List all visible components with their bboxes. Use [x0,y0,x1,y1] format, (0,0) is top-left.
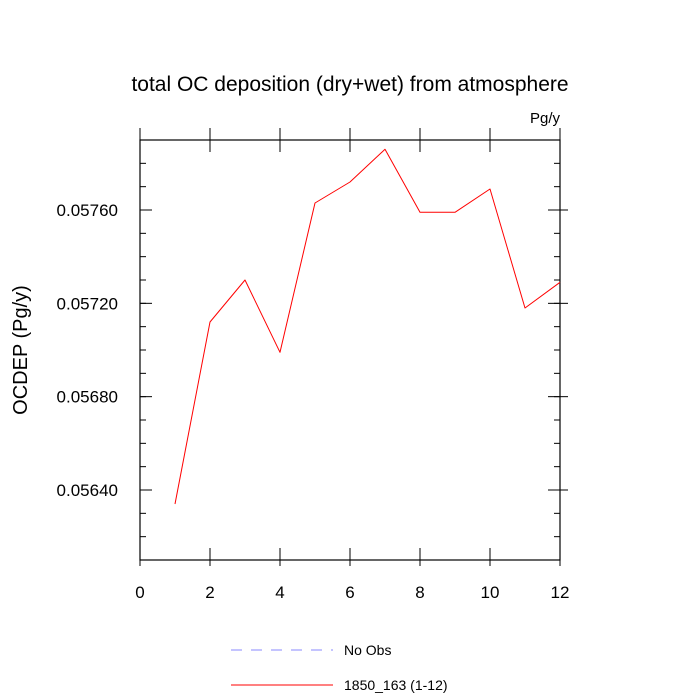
x-tick-label: 2 [205,583,214,602]
y-tick-label: 0.05680 [57,388,118,407]
x-tick-label: 8 [415,583,424,602]
legend-label: 1850_163 (1-12) [344,677,448,693]
x-tick-label: 0 [135,583,144,602]
chart-title: total OC deposition (dry+wet) from atmos… [131,73,568,96]
x-tick-labels: 0 2 4 6 8 10 12 [135,583,569,602]
axis-ticks [139,128,568,566]
units-label: Pg/y [530,110,561,127]
x-tick-label: 12 [551,583,570,602]
series-line [174,148,561,505]
y-tick-label: 0.05720 [57,294,118,313]
legend: No Obs 1850_163 (1-12) [231,642,448,693]
y-tick-labels: 0.05640 0.05680 0.05720 0.05760 [57,201,118,500]
y-tick-label: 0.05760 [57,201,118,220]
x-tick-label: 6 [345,583,354,602]
plot-frame [139,139,561,561]
y-tick-label: 0.05640 [57,481,118,500]
series-group [174,148,561,505]
x-tick-label: 4 [275,583,284,602]
y-axis-label: OCDEP (Pg/y) [10,285,32,415]
x-tick-label: 10 [481,583,500,602]
legend-label: No Obs [344,642,391,658]
